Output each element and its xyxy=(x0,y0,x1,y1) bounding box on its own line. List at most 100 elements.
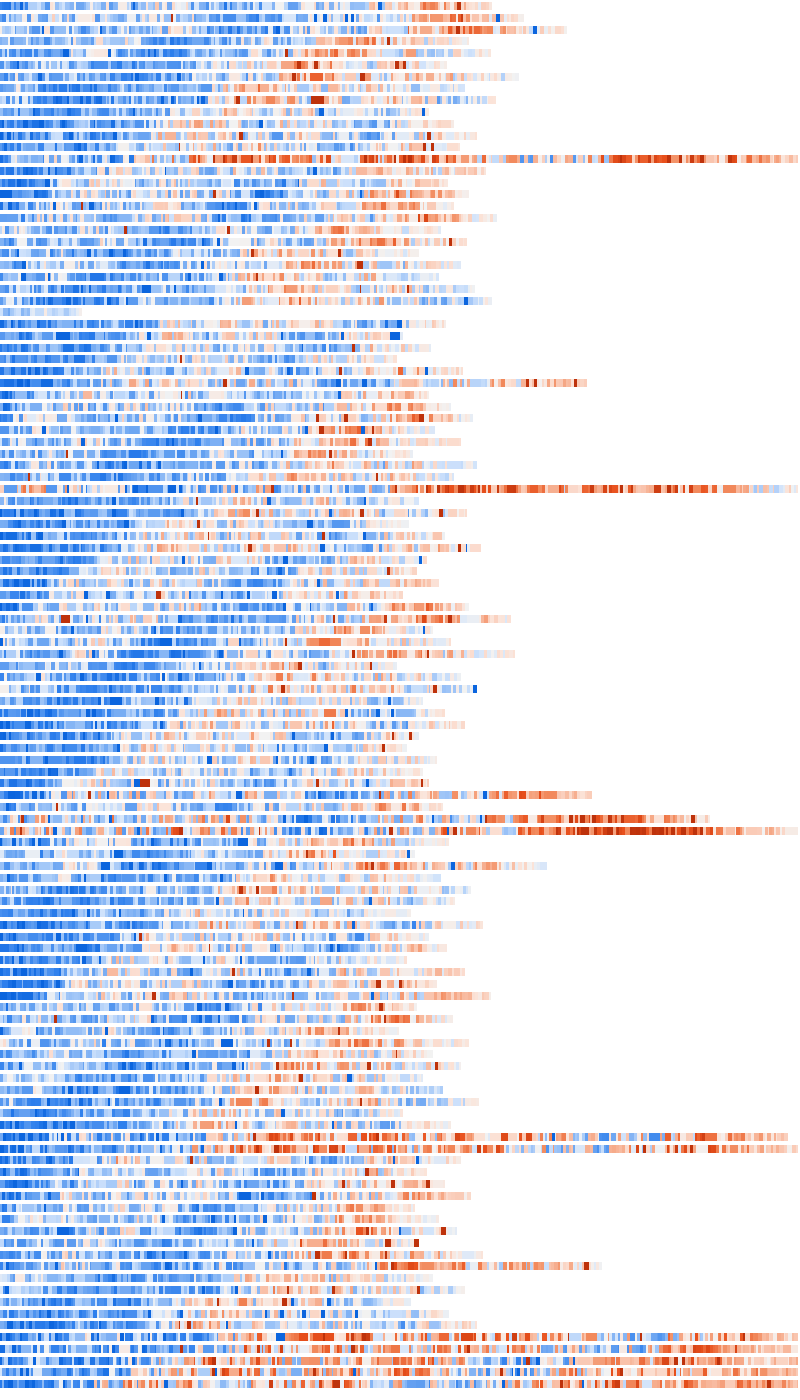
heatmap-row xyxy=(0,119,455,128)
heatmap-row xyxy=(0,367,464,376)
heatmap-row xyxy=(0,873,442,882)
heatmap-row xyxy=(0,155,800,164)
heatmap-row xyxy=(0,1085,444,1094)
heatmap-row xyxy=(0,626,434,635)
heatmap-row xyxy=(0,956,408,965)
heatmap-row xyxy=(0,649,516,658)
heatmap-row xyxy=(0,1109,404,1118)
heatmap-row xyxy=(0,885,472,894)
heatmap-row xyxy=(0,402,452,411)
heatmap-row xyxy=(0,1132,790,1141)
heatmap-row xyxy=(0,390,430,399)
heatmap-row xyxy=(0,1286,466,1295)
heatmap-row xyxy=(0,897,456,906)
heatmap-row xyxy=(0,13,525,22)
heatmap-row xyxy=(0,214,498,223)
heatmap-row xyxy=(0,602,470,611)
heatmap-row xyxy=(0,1297,412,1306)
heatmap-row xyxy=(0,685,478,694)
heatmap-row xyxy=(0,967,466,976)
heatmap-row xyxy=(0,60,448,69)
heatmap-row xyxy=(0,920,484,929)
heatmap-row xyxy=(0,378,588,387)
heatmap-row xyxy=(0,814,712,823)
heatmap-row xyxy=(0,1227,458,1236)
heatmap-row xyxy=(0,331,404,340)
heatmap-row xyxy=(0,1274,434,1283)
heatmap-row xyxy=(0,237,468,246)
heatmap-row xyxy=(0,49,492,58)
heatmap-row xyxy=(0,1203,416,1212)
heatmap-row xyxy=(0,991,492,1000)
heatmap-row xyxy=(0,520,410,529)
heatmap-row xyxy=(0,826,800,835)
heatmap-row xyxy=(0,426,436,435)
heatmap-row xyxy=(0,166,487,175)
heatmap-row xyxy=(0,1380,800,1389)
heatmap-row xyxy=(0,1073,424,1082)
heatmap-row xyxy=(0,1262,604,1271)
heatmap-row xyxy=(0,449,414,458)
heatmap-row xyxy=(0,532,446,541)
heatmap-row xyxy=(0,861,548,870)
heatmap-row xyxy=(0,755,438,764)
heatmap-row xyxy=(0,1344,800,1353)
heatmap-row xyxy=(0,673,462,682)
heatmap-row xyxy=(0,1191,472,1200)
heatmap-row xyxy=(0,72,520,81)
heatmap-row xyxy=(0,591,404,599)
heatmap-row xyxy=(0,284,476,293)
heatmap-row xyxy=(0,143,461,152)
heatmap-row xyxy=(0,355,398,364)
heatmap-row xyxy=(0,767,424,776)
heatmap-row xyxy=(0,25,568,34)
heatmap-row xyxy=(0,473,455,482)
heatmap-row xyxy=(0,555,428,564)
heatmap-row xyxy=(0,437,462,446)
heatmap-row xyxy=(0,1356,800,1365)
heatmap-row xyxy=(0,190,470,199)
heatmap-row xyxy=(0,1309,450,1318)
heatmap-row xyxy=(0,1180,446,1188)
heatmap-row xyxy=(0,661,398,670)
heatmap-row xyxy=(0,1050,434,1059)
heatmap-row xyxy=(0,803,444,812)
heatmap-row xyxy=(0,225,442,234)
heatmap-row xyxy=(0,850,416,859)
heatmap-row xyxy=(0,296,493,305)
heatmap-row xyxy=(0,1121,452,1130)
heatmap-row xyxy=(0,944,448,953)
heatmap-row xyxy=(0,1168,428,1177)
heatmap-row xyxy=(0,543,482,552)
heatmap-row xyxy=(0,1238,420,1247)
heatmap-row xyxy=(0,1015,454,1024)
heatmap-row xyxy=(0,1368,800,1377)
heatmap-row xyxy=(0,708,446,717)
heatmap-row xyxy=(0,779,430,788)
heatmap-row xyxy=(0,1333,800,1342)
heatmap-row xyxy=(0,1062,462,1071)
heatmap-row xyxy=(0,1038,470,1047)
heatmap-row xyxy=(0,414,474,423)
heatmap-row xyxy=(0,249,420,258)
heatmap-row xyxy=(0,484,800,493)
heatmap-row xyxy=(0,308,82,317)
heatmap-row xyxy=(0,1250,484,1259)
heatmap-row xyxy=(0,461,478,470)
heatmap-row xyxy=(0,37,470,46)
heatmap-row xyxy=(0,838,450,847)
heatmap-row xyxy=(0,84,466,93)
heatmap-row xyxy=(0,1144,800,1153)
heatmap-row xyxy=(0,579,440,588)
heatmap-row xyxy=(0,508,468,517)
heatmap-row xyxy=(0,1215,440,1224)
heatmap-row xyxy=(0,909,412,918)
heatmap-row xyxy=(0,343,432,352)
heatmap-row xyxy=(0,96,497,105)
heatmap-row xyxy=(0,614,512,623)
heatmap-row xyxy=(0,2,493,10)
heatmap-row xyxy=(0,697,424,706)
heatmap-row xyxy=(0,979,438,988)
heatmap-row xyxy=(0,720,466,729)
